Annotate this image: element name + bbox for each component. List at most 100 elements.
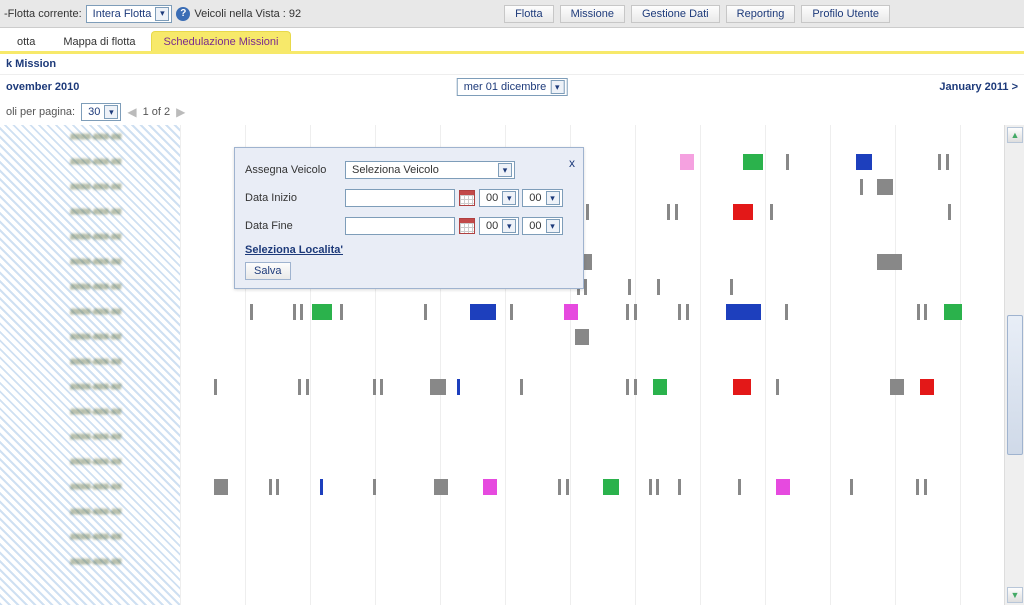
gantt-block[interactable] xyxy=(214,479,228,495)
vehicle-row[interactable]: ####-###-## xyxy=(0,550,180,575)
nav-reporting[interactable]: Reporting xyxy=(726,5,796,23)
calendar-icon[interactable] xyxy=(459,190,475,206)
gantt-block[interactable] xyxy=(776,479,790,495)
gantt-block[interactable] xyxy=(678,304,681,320)
gantt-block[interactable] xyxy=(946,154,949,170)
vehicle-row[interactable]: ####-###-## xyxy=(0,175,180,200)
gantt-block[interactable] xyxy=(785,304,788,320)
end-date-input[interactable] xyxy=(345,217,455,235)
vehicle-row[interactable]: ####-###-## xyxy=(0,150,180,175)
gantt-block[interactable] xyxy=(916,479,919,495)
scroll-thumb[interactable] xyxy=(1007,315,1023,455)
nav-gestione-dati[interactable]: Gestione Dati xyxy=(631,5,720,23)
tab-schedulazione-missioni[interactable]: Schedulazione Missioni xyxy=(151,31,292,51)
gantt-block[interactable] xyxy=(944,304,962,320)
gantt-block[interactable] xyxy=(300,304,303,320)
gantt-block[interactable] xyxy=(510,304,513,320)
gantt-block[interactable] xyxy=(786,154,789,170)
gantt-block[interactable] xyxy=(924,304,927,320)
next-page-icon[interactable]: ▶ xyxy=(176,105,185,119)
prev-page-icon[interactable]: ◀ xyxy=(127,105,136,119)
gantt-block[interactable] xyxy=(917,304,920,320)
gantt-block[interactable] xyxy=(424,304,427,320)
gantt-block[interactable] xyxy=(733,379,751,395)
gantt-block[interactable] xyxy=(938,154,941,170)
gantt-block[interactable] xyxy=(430,379,446,395)
gantt-block[interactable] xyxy=(649,479,652,495)
gantt-block[interactable] xyxy=(586,204,589,220)
gantt-block[interactable] xyxy=(877,254,902,270)
vehicle-row[interactable]: ####-###-## xyxy=(0,400,180,425)
scroll-down-icon[interactable]: ▼ xyxy=(1007,587,1023,603)
vehicle-row[interactable]: ####-###-## xyxy=(0,450,180,475)
gantt-block[interactable] xyxy=(860,179,863,195)
gantt-block[interactable] xyxy=(924,479,927,495)
gantt-block[interactable] xyxy=(856,154,872,170)
gantt-block[interactable] xyxy=(564,304,578,320)
gantt-block[interactable] xyxy=(575,329,589,345)
per-page-select[interactable]: 30 ▾ xyxy=(81,103,121,121)
vehicle-row[interactable]: ####-###-## xyxy=(0,375,180,400)
gantt-block[interactable] xyxy=(626,379,629,395)
end-min-select[interactable]: 00▾ xyxy=(522,217,562,235)
gantt-block[interactable] xyxy=(776,379,779,395)
fleet-select[interactable]: Intera Flotta ▾ xyxy=(86,5,173,23)
close-icon[interactable]: x xyxy=(569,156,575,170)
gantt-block[interactable] xyxy=(850,479,853,495)
select-location-link[interactable]: Seleziona Localita' xyxy=(245,244,573,256)
save-button[interactable]: Salva xyxy=(245,262,291,280)
vehicle-row[interactable]: ####-###-## xyxy=(0,500,180,525)
gantt-block[interactable] xyxy=(340,304,343,320)
nav-flotta[interactable]: Flotta xyxy=(504,5,554,23)
gantt-block[interactable] xyxy=(276,479,279,495)
gantt-block[interactable] xyxy=(877,179,893,195)
vertical-scrollbar[interactable]: ▲ ▼ xyxy=(1004,125,1024,605)
gantt-block[interactable] xyxy=(634,379,637,395)
vehicle-select[interactable]: Seleziona Veicolo ▾ xyxy=(345,161,515,179)
vehicle-row[interactable]: ####-###-## xyxy=(0,325,180,350)
gantt-block[interactable] xyxy=(457,379,460,395)
gantt-block[interactable] xyxy=(269,479,272,495)
gantt-block[interactable] xyxy=(298,379,301,395)
vehicle-row[interactable]: ####-###-## xyxy=(0,300,180,325)
nav-profilo-utente[interactable]: Profilo Utente xyxy=(801,5,890,23)
gantt-grid[interactable]: x Assegna Veicolo Seleziona Veicolo ▾ Da… xyxy=(180,125,1002,605)
gantt-block[interactable] xyxy=(948,204,951,220)
gantt-block[interactable] xyxy=(250,304,253,320)
next-month-link[interactable]: January 2011 > xyxy=(939,81,1018,93)
gantt-block[interactable] xyxy=(730,279,733,295)
gantt-block[interactable] xyxy=(380,379,383,395)
gantt-block[interactable] xyxy=(306,379,309,395)
prev-month-link[interactable]: ovember 2010 xyxy=(6,81,79,93)
gantt-block[interactable] xyxy=(675,204,678,220)
gantt-block[interactable] xyxy=(628,279,631,295)
gantt-block[interactable] xyxy=(483,479,497,495)
gantt-block[interactable] xyxy=(566,479,569,495)
vehicle-row[interactable]: ####-###-## xyxy=(0,425,180,450)
vehicle-row[interactable]: ####-###-## xyxy=(0,525,180,550)
gantt-block[interactable] xyxy=(434,479,448,495)
nav-missione[interactable]: Missione xyxy=(560,5,625,23)
gantt-block[interactable] xyxy=(470,304,496,320)
gantt-block[interactable] xyxy=(678,479,681,495)
gantt-block[interactable] xyxy=(653,379,667,395)
vehicle-row[interactable]: ####-###-## xyxy=(0,225,180,250)
gantt-block[interactable] xyxy=(726,304,761,320)
tab-otta[interactable]: otta xyxy=(4,31,48,51)
start-hour-select[interactable]: 00▾ xyxy=(479,189,519,207)
vehicle-row[interactable]: ####-###-## xyxy=(0,200,180,225)
gantt-block[interactable] xyxy=(667,204,670,220)
gantt-block[interactable] xyxy=(312,304,332,320)
gantt-block[interactable] xyxy=(770,204,773,220)
vehicle-row[interactable]: ####-###-## xyxy=(0,250,180,275)
gantt-block[interactable] xyxy=(743,154,763,170)
help-icon[interactable]: ? xyxy=(176,7,190,21)
end-hour-select[interactable]: 00▾ xyxy=(479,217,519,235)
gantt-block[interactable] xyxy=(293,304,296,320)
vehicle-row[interactable]: ####-###-## xyxy=(0,475,180,500)
calendar-icon[interactable] xyxy=(459,218,475,234)
start-date-input[interactable] xyxy=(345,189,455,207)
gantt-block[interactable] xyxy=(733,204,753,220)
gantt-block[interactable] xyxy=(920,379,934,395)
gantt-block[interactable] xyxy=(890,379,904,395)
